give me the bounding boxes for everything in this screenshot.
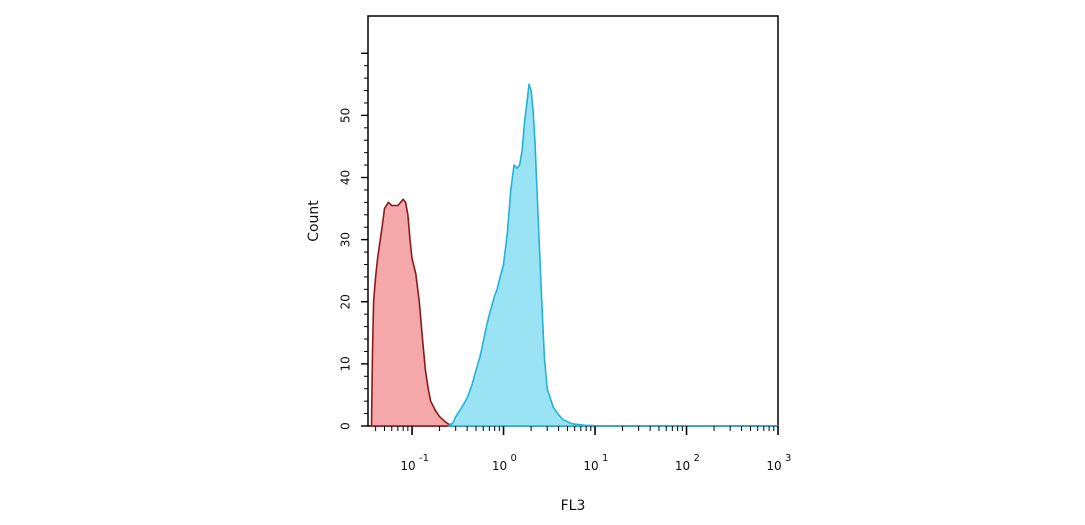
histogram-series-2 — [447, 83, 779, 427]
histogram-series-1 — [370, 198, 457, 427]
y-tick-label: 30 — [339, 232, 353, 247]
x-axis: 10 -1 10 0 10 1 10 2 10 3 — [375, 426, 791, 473]
x-tick-exponent: 3 — [785, 453, 791, 464]
y-axis-title: Count — [306, 200, 322, 242]
plot-frame — [367, 15, 779, 427]
x-tick-exponent: 2 — [694, 453, 700, 464]
y-tick-label: 40 — [339, 170, 353, 185]
x-axis-title: FL3 — [561, 498, 586, 514]
x-tick-label: 10 — [583, 459, 598, 473]
y-axis: 0 10 20 30 40 50 — [338, 52, 368, 430]
x-tick-label: 10 — [400, 459, 415, 473]
y-tick-label: 20 — [338, 294, 352, 309]
y-tick-label: 0 — [339, 422, 353, 430]
y-tick-label: 50 — [338, 108, 352, 123]
x-tick-exponent: 1 — [602, 453, 608, 464]
x-tick-label: 10 — [492, 459, 507, 473]
x-tick-exponent: -1 — [419, 453, 429, 464]
x-tick-exponent: 0 — [511, 453, 517, 464]
series-layer — [370, 83, 779, 427]
x-tick-label: 10 — [766, 459, 781, 473]
x-tick-label: 10 — [675, 459, 690, 473]
y-tick-label: 10 — [338, 356, 352, 371]
